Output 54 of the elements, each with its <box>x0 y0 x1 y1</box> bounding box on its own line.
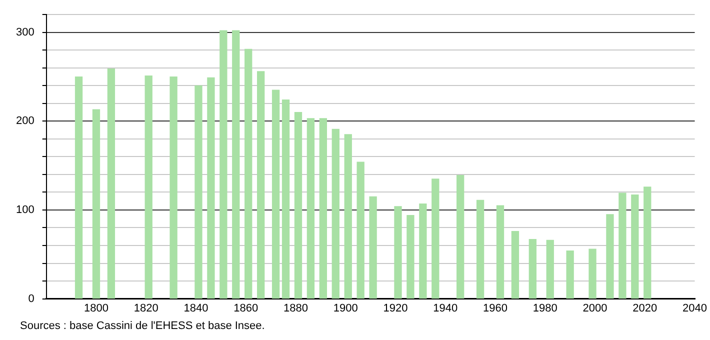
x-tick-label: 1800 <box>84 302 108 314</box>
y-tick-label: 100 <box>16 204 34 216</box>
x-tick-label: 2040 <box>682 302 708 314</box>
bar <box>319 118 328 299</box>
bar <box>394 206 402 299</box>
bar <box>432 178 440 299</box>
bar <box>476 200 484 299</box>
bar <box>618 192 626 299</box>
x-tick-label: 1860 <box>234 302 258 314</box>
y-tick-label: 200 <box>16 115 34 128</box>
bar <box>546 240 554 299</box>
bar <box>306 118 315 299</box>
bar <box>257 71 265 299</box>
bar <box>244 48 252 299</box>
bar <box>107 68 116 299</box>
y-tick-label: 0 <box>28 292 34 305</box>
bar <box>644 186 652 299</box>
bar <box>456 175 464 299</box>
source-note: Sources : base Cassini de l'EHESS et base Insee. <box>20 320 265 332</box>
bar <box>356 162 364 299</box>
x-tick-label: 1880 <box>284 302 308 314</box>
y-tick-label: 300 <box>16 26 34 38</box>
bar <box>232 30 240 299</box>
bar <box>194 85 202 299</box>
bar <box>369 196 377 299</box>
bar <box>207 77 215 299</box>
bar <box>74 76 83 299</box>
bar <box>511 230 520 299</box>
bar <box>631 194 639 299</box>
x-tick-label: 1960 <box>483 302 508 314</box>
bar <box>528 238 536 299</box>
bar <box>170 76 178 299</box>
x-tick-label: 2000 <box>582 302 608 314</box>
x-tick-label: 1940 <box>433 302 458 314</box>
bar <box>272 90 280 299</box>
bar <box>92 109 100 299</box>
x-tick-label: 1840 <box>184 302 208 314</box>
x-tick-label: 2020 <box>632 302 658 314</box>
x-tick-label: 1980 <box>532 302 558 314</box>
bar <box>332 128 340 299</box>
bar <box>496 205 504 299</box>
bar <box>144 76 152 299</box>
bar <box>344 134 352 299</box>
bar <box>406 214 414 299</box>
bar <box>294 112 302 299</box>
bar <box>588 248 596 299</box>
bar <box>282 100 290 299</box>
bar <box>419 203 427 299</box>
bar <box>220 30 228 299</box>
bar <box>606 214 614 299</box>
x-tick-label: 1900 <box>333 302 358 314</box>
x-tick-label: 1920 <box>383 302 408 314</box>
bar <box>566 250 574 299</box>
x-tick-label: 1820 <box>134 302 158 314</box>
